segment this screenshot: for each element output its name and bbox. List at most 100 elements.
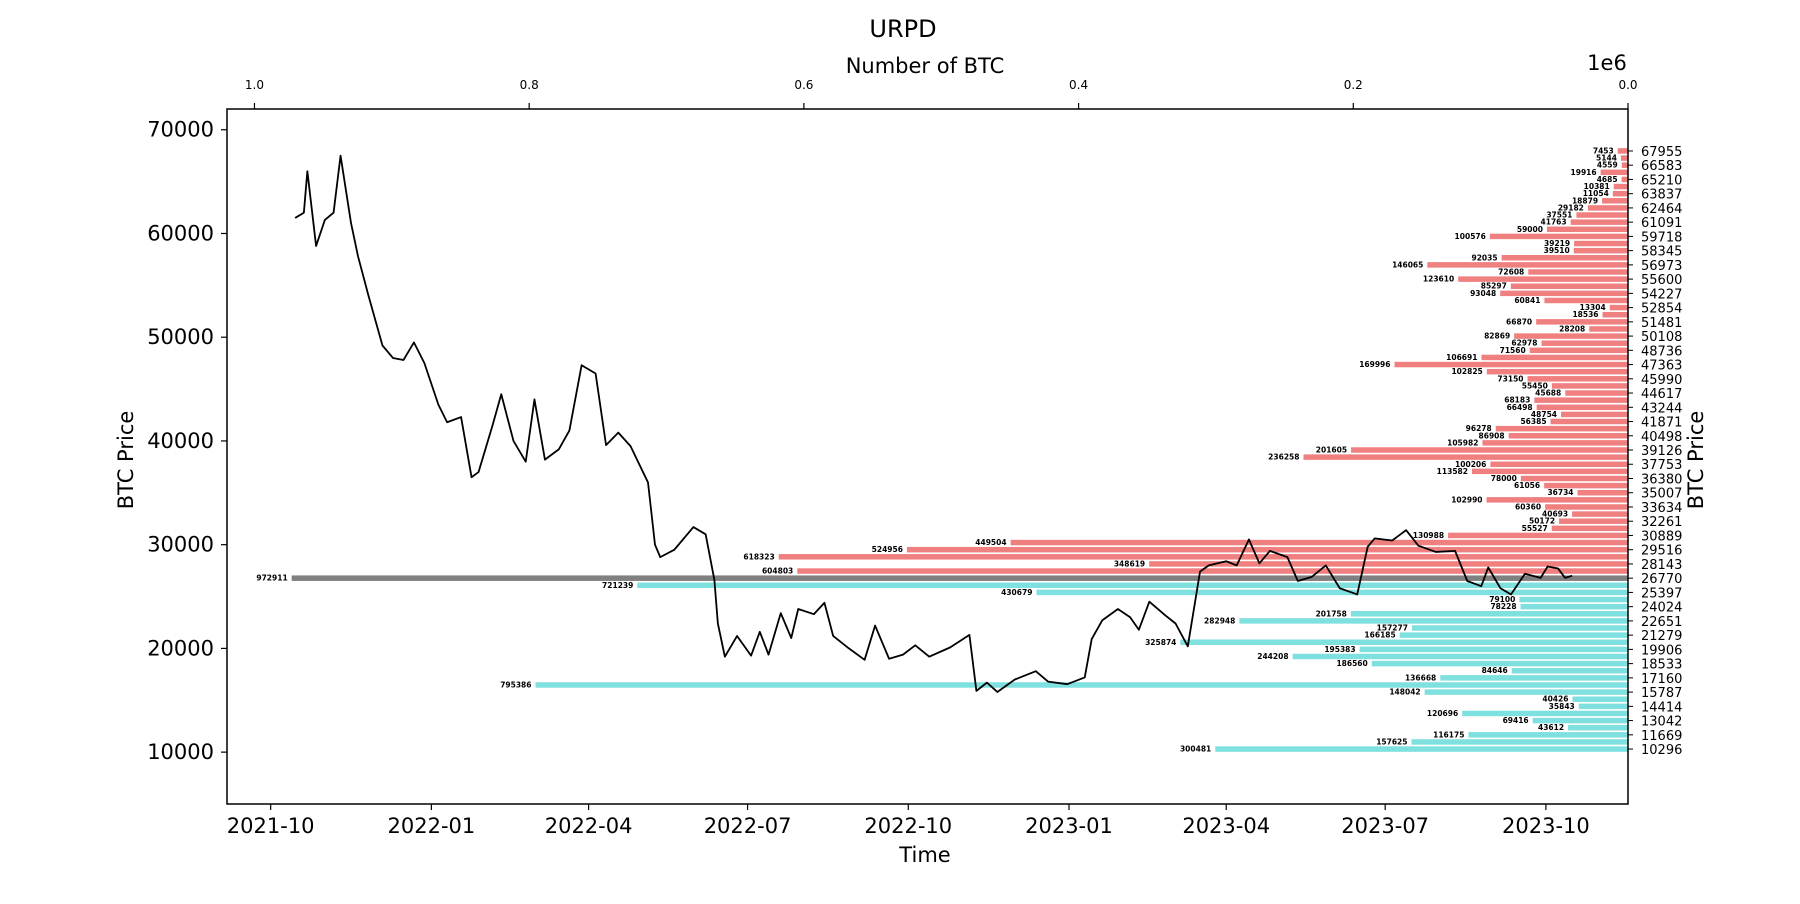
urpd-bar <box>797 568 1628 574</box>
urpd-bar <box>1462 710 1628 717</box>
right-y-tick-label: 67955 <box>1641 145 1682 160</box>
urpd-bar <box>1481 354 1628 361</box>
urpd-bar <box>1545 504 1628 510</box>
right-y-tick-label: 62464 <box>1641 202 1682 217</box>
urpd-bar-value-label: 55527 <box>1522 524 1548 533</box>
right-y-tick-label: 17160 <box>1641 672 1682 687</box>
y-tick-label: 10000 <box>147 740 214 764</box>
urpd-bar-value-label: 10381 <box>1584 182 1610 191</box>
urpd-bar <box>1149 561 1628 567</box>
urpd-bar <box>1359 646 1628 653</box>
x-tick-label: 2022-04 <box>545 814 633 838</box>
urpd-bar-value-label: 40693 <box>1542 510 1568 519</box>
urpd-bar <box>778 554 1628 560</box>
urpd-bar-value-label: 157277 <box>1377 624 1408 633</box>
right-y-tick-label: 21279 <box>1641 629 1682 644</box>
urpd-bar <box>1572 696 1628 702</box>
urpd-bar-value-label: 66498 <box>1507 403 1533 412</box>
urpd-bar <box>1587 205 1628 211</box>
urpd-bar <box>1495 425 1628 432</box>
urpd-bar-value-label: 13304 <box>1580 303 1606 312</box>
urpd-bar <box>906 546 1628 553</box>
urpd-bar-value-label: 84646 <box>1482 666 1508 675</box>
urpd-bar-value-label: 18879 <box>1572 196 1598 205</box>
urpd-bar <box>1371 660 1628 667</box>
urpd-bar-value-label: 19916 <box>1571 168 1597 177</box>
urpd-bar-value-label: 5144 <box>1596 154 1617 163</box>
urpd-bar <box>1486 368 1628 375</box>
right-y-tick-label: 63837 <box>1641 188 1682 203</box>
urpd-bar <box>1551 525 1628 532</box>
urpd-bar-value-label: 136668 <box>1405 673 1436 682</box>
top-x-tick-label: 0.2 <box>1344 78 1363 92</box>
right-y-tick-label: 22651 <box>1641 615 1682 630</box>
right-y-tick-label: 61091 <box>1641 216 1682 231</box>
urpd-bar <box>1544 482 1628 489</box>
urpd-bar-value-label: 62978 <box>1511 339 1537 348</box>
x-tick-label: 2023-01 <box>1025 814 1113 838</box>
urpd-bar <box>1520 475 1628 482</box>
urpd-bar <box>1411 739 1628 745</box>
urpd-bar <box>1519 596 1628 603</box>
right-y-tick-label: 11669 <box>1641 729 1682 744</box>
urpd-bar-value-label: 325874 <box>1145 638 1176 647</box>
y-tick-label: 40000 <box>147 429 214 453</box>
urpd-bar <box>1578 703 1628 710</box>
urpd-bar-value-label: 4559 <box>1597 161 1618 170</box>
right-y-tick-label: 35007 <box>1641 487 1682 502</box>
urpd-bar-value-label: 82869 <box>1484 332 1510 341</box>
right-y-tick-label: 44617 <box>1641 387 1682 402</box>
urpd-bar <box>1036 589 1628 596</box>
urpd-bar <box>1609 304 1628 311</box>
urpd-bar-value-label: 18536 <box>1572 310 1598 319</box>
right-y-tick-label: 29516 <box>1641 544 1682 559</box>
urpd-bar <box>1489 233 1628 240</box>
urpd-bar-value-label: 100576 <box>1455 232 1486 241</box>
urpd-bar-value-label: 300481 <box>1180 745 1211 754</box>
urpd-bar-value-label: 449504 <box>975 538 1006 547</box>
top-x-tick-label: 0.4 <box>1069 78 1088 92</box>
plot-frame <box>226 108 1629 805</box>
urpd-bar-value-label: 106691 <box>1446 353 1477 362</box>
urpd-bar-value-label: 146065 <box>1392 260 1423 269</box>
urpd-bar-value-label: 148042 <box>1389 688 1420 697</box>
urpd-bar-value-label: 96278 <box>1466 424 1492 433</box>
urpd-bar-value-label: 69416 <box>1503 716 1529 725</box>
x-tick-label: 2022-07 <box>704 814 792 838</box>
y-tick-label: 70000 <box>147 118 214 142</box>
urpd-bar-value-label: 186560 <box>1336 659 1367 668</box>
right-y-tick-label: 66583 <box>1641 159 1682 174</box>
urpd-bar <box>1589 326 1628 332</box>
urpd-bar-value-label: 73150 <box>1497 374 1523 383</box>
urpd-bar <box>1350 611 1628 617</box>
urpd-bar <box>1508 433 1628 439</box>
y-tick-label: 50000 <box>147 325 214 349</box>
x-tick-label: 2023-07 <box>1341 814 1429 838</box>
urpd-bar <box>1490 461 1628 467</box>
right-y-tick-label: 25397 <box>1641 586 1682 601</box>
urpd-bar <box>1411 625 1628 631</box>
urpd-bar-value-label: 45688 <box>1535 389 1561 398</box>
x-axis-label: Time <box>898 843 950 867</box>
urpd-bar-value-label: 66870 <box>1506 317 1532 326</box>
right-y-tick-label: 47363 <box>1641 359 1682 374</box>
right-y-tick-label: 55600 <box>1641 273 1682 288</box>
urpd-bar <box>535 682 1628 688</box>
urpd-bar-value-label: 59000 <box>1517 225 1543 234</box>
urpd-bar-value-label: 105982 <box>1447 438 1478 447</box>
urpd-bar <box>1529 347 1628 354</box>
right-y-tick-label: 59718 <box>1641 230 1682 245</box>
right-y-tick-label: 10296 <box>1641 743 1682 758</box>
urpd-bar <box>1565 390 1628 396</box>
urpd-bar <box>1486 497 1628 503</box>
urpd-bar-value-label: 78000 <box>1491 474 1517 483</box>
top-x-tick-label: 1.0 <box>245 78 264 92</box>
urpd-bar <box>1528 269 1628 275</box>
urpd-bar-value-label: 61056 <box>1514 481 1540 490</box>
urpd-bar <box>1399 632 1628 638</box>
urpd-bar-value-label: 123610 <box>1423 275 1454 284</box>
top-x-axis-label: Number of BTC <box>846 54 1005 78</box>
y-tick-label: 60000 <box>147 221 214 245</box>
urpd-bar <box>1577 489 1628 496</box>
